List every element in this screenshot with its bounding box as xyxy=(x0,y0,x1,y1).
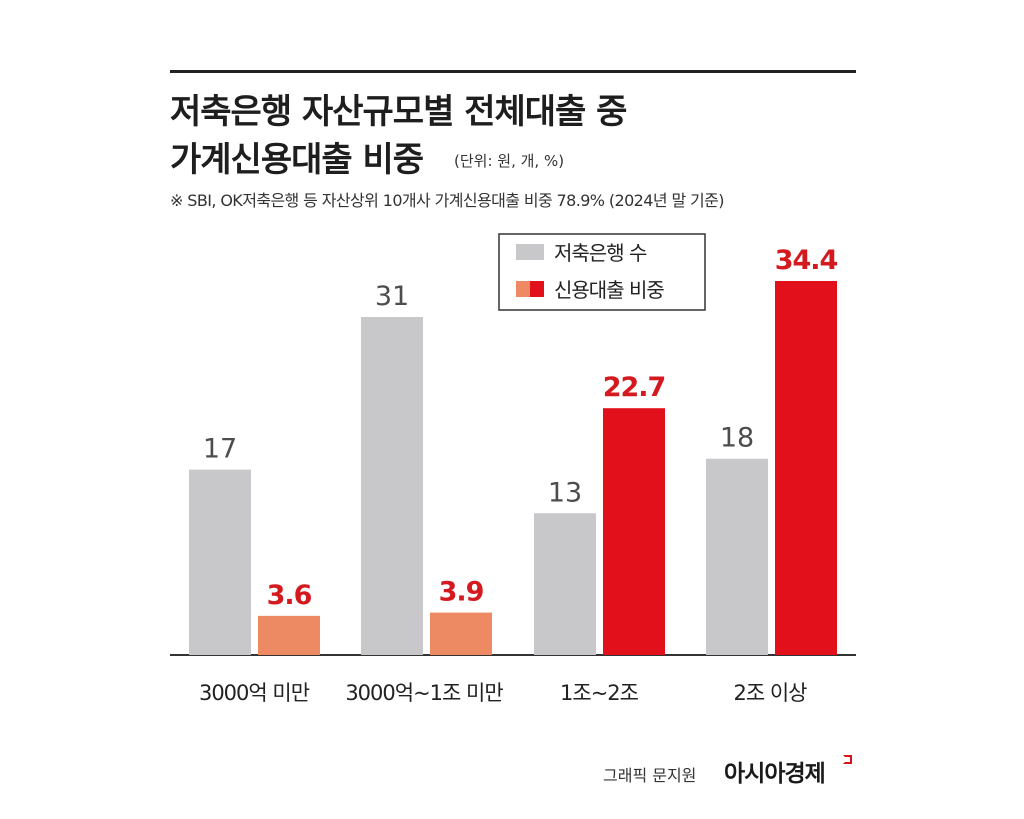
unit-note: (단위: 원, 개, %) xyxy=(454,152,565,170)
value-label-credit-loan-share: 22.7 xyxy=(603,372,666,403)
legend-swatch-share-orange xyxy=(516,281,530,297)
bar-bank-count xyxy=(534,513,596,655)
brand-mark-icon xyxy=(843,755,852,764)
value-label-credit-loan-share: 34.4 xyxy=(775,245,838,276)
value-label-bank-count: 18 xyxy=(720,423,754,454)
chart-title-line2: 가계신용대출 비중 xyxy=(170,140,424,180)
value-label-bank-count: 17 xyxy=(203,434,237,465)
category-label: 1조~2조 xyxy=(560,681,639,705)
footnote: ※ SBI, OK저축은행 등 자산상위 10개사 가계신용대출 비중 78.9… xyxy=(170,191,725,210)
value-label-credit-loan-share: 3.6 xyxy=(267,580,312,611)
chart-title-line1: 저축은행 자산규모별 전체대출 중 xyxy=(170,92,627,132)
graphic-credit: 그래픽 문지원 xyxy=(603,766,697,785)
legend-label-bank-count: 저축은행 수 xyxy=(554,241,647,265)
legend-label-credit-loan-share: 신용대출 비중 xyxy=(554,278,664,302)
category-label: 2조 이상 xyxy=(734,681,808,705)
category-label: 3000억 미만 xyxy=(199,681,310,705)
category-label: 3000억~1조 미만 xyxy=(345,681,503,705)
legend-swatch-share-red xyxy=(530,281,544,297)
bar-credit-loan-share xyxy=(258,615,320,655)
value-label-credit-loan-share: 3.9 xyxy=(439,577,484,608)
bar-credit-loan-share xyxy=(775,281,837,655)
bar-credit-loan-share xyxy=(603,408,665,655)
bar-bank-count xyxy=(361,317,423,655)
value-label-bank-count: 13 xyxy=(548,477,582,508)
legend-swatch-bank-count xyxy=(516,244,544,260)
bar-bank-count xyxy=(189,469,251,655)
bar-bank-count xyxy=(706,458,768,655)
value-label-bank-count: 31 xyxy=(375,281,409,312)
brand-logo: 아시아경제 xyxy=(724,761,826,787)
bar-credit-loan-share xyxy=(430,612,492,655)
top-rule xyxy=(170,70,856,73)
legend-box xyxy=(498,233,706,311)
